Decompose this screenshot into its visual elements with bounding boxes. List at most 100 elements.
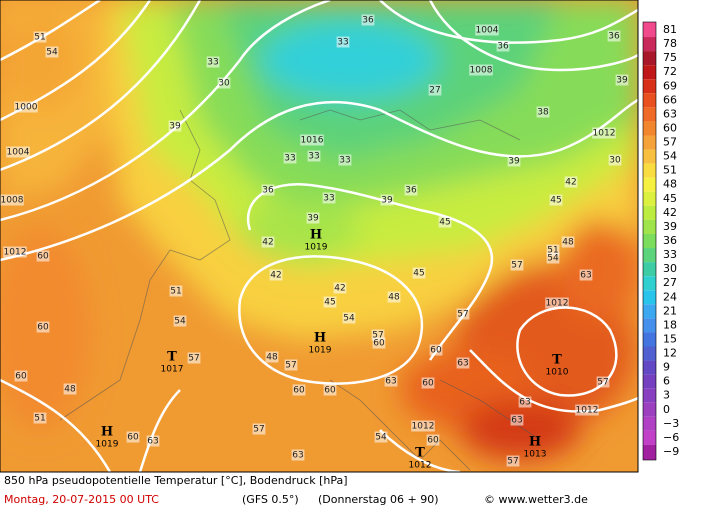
temperature-label: 54 — [547, 254, 559, 264]
temperature-label: 57 — [253, 425, 264, 435]
scale-label: 24 — [663, 290, 677, 303]
temperature-label-box — [252, 423, 266, 435]
isobar-label: 1012 — [4, 248, 27, 258]
temperature-label-box — [33, 412, 47, 424]
temperature-label-box — [173, 315, 187, 327]
temperature-label-box — [387, 291, 401, 303]
temperature-label: 39 — [616, 76, 628, 86]
temperature-label-box — [338, 154, 352, 166]
temperature-label-box — [292, 384, 306, 396]
scale-label: 27 — [663, 276, 677, 289]
scale-swatch — [643, 388, 656, 403]
scale-swatch — [643, 93, 656, 108]
temperature-label-box — [291, 449, 305, 461]
temperature-label-box — [336, 36, 350, 48]
temperature-label: 57 — [457, 310, 468, 320]
temperature-label: 30 — [609, 156, 621, 166]
temperature-label: 33 — [323, 194, 334, 204]
temperature-label-box — [269, 269, 283, 281]
temperature-label: 60 — [427, 436, 439, 446]
temperature-label-box — [456, 308, 470, 320]
temperature-label-box — [546, 252, 560, 264]
temperature-label-box — [206, 56, 220, 68]
temperature-label-box — [510, 259, 524, 271]
temperature-label: 57 — [597, 378, 608, 388]
temperature-label: 39 — [381, 196, 393, 206]
scale-label: 69 — [663, 79, 677, 92]
scale-swatch — [643, 163, 656, 178]
temperature-label: 63 — [457, 359, 468, 369]
scale-swatch — [643, 121, 656, 136]
pressure-value: 1017 — [161, 365, 184, 375]
scale-swatch — [643, 107, 656, 122]
scale-swatch — [643, 444, 656, 460]
pressure-symbol: T — [167, 350, 177, 365]
pressure-symbol: H — [529, 435, 541, 450]
scale-label: 18 — [663, 318, 677, 331]
isobar-label: 1012 — [546, 299, 569, 309]
temperature-label-box — [421, 377, 435, 389]
temperature-label: 33 — [339, 156, 350, 166]
temperature-label: 36 — [362, 16, 374, 26]
coastlines — [59, 109, 541, 471]
temperature-label-box — [615, 74, 629, 86]
scale-swatch — [643, 332, 656, 347]
temperature-label-box — [404, 184, 418, 196]
scale-swatch — [643, 360, 656, 375]
temperature-label: 36 — [262, 186, 274, 196]
temperature-label-box — [496, 40, 510, 52]
temperature-label-box — [284, 359, 298, 371]
pressure-symbol: T — [552, 353, 562, 368]
scale-label: 51 — [663, 164, 677, 177]
temperature-label-box — [456, 357, 470, 369]
scale-label: 9 — [663, 361, 670, 374]
temperature-label: 36 — [608, 32, 620, 42]
temperature-label-box — [506, 455, 520, 467]
temperature-label-box — [371, 329, 385, 341]
scale-label: 30 — [663, 262, 677, 275]
scale-swatch — [643, 219, 656, 234]
temperature-label-box — [429, 344, 443, 356]
temperature-label-box — [536, 106, 550, 118]
temperature-label: 39 — [508, 157, 520, 167]
temperature-label: 60 — [37, 323, 49, 333]
temperature-label: 60 — [422, 379, 434, 389]
temperature-label-box — [14, 370, 28, 382]
temperature-label-box — [380, 194, 394, 206]
temperature-label-box — [507, 155, 521, 167]
temperature-label: 33 — [284, 154, 295, 164]
temperature-label: 38 — [537, 108, 549, 118]
temperature-label: 36 — [497, 42, 509, 52]
temperature-label-box — [169, 285, 183, 297]
temperature-label: 57 — [285, 361, 296, 371]
temperature-label-box — [261, 236, 275, 248]
scale-swatch — [643, 79, 656, 94]
scale-label: −9 — [663, 445, 679, 458]
temperature-label: 57 — [188, 354, 199, 364]
temperature-label: 57 — [507, 457, 518, 467]
map-frame — [0, 0, 639, 473]
scale-swatch — [643, 177, 656, 192]
temperature-label-box — [168, 120, 182, 132]
scale-label: 33 — [663, 248, 677, 261]
temperature-label: 63 — [511, 416, 522, 426]
temperature-label: 48 — [388, 293, 400, 303]
scale-label: 39 — [663, 220, 677, 233]
temperature-label: 60 — [127, 433, 139, 443]
temperature-label-box — [428, 84, 442, 96]
isobar-label-box — [0, 194, 24, 206]
temperature-label: 63 — [147, 437, 158, 447]
isobar-label: 1004 — [476, 26, 499, 36]
temperature-label-box — [510, 414, 524, 426]
temperature-label-box — [333, 282, 347, 294]
isobar-label: 1012 — [576, 406, 599, 416]
scale-swatch — [643, 233, 656, 249]
temperature-label-box — [36, 321, 50, 333]
temperature-label: 63 — [519, 398, 530, 408]
temperature-label: 57 — [372, 331, 383, 341]
temperature-label-box — [607, 30, 621, 42]
pressure-value: 1010 — [546, 368, 569, 378]
temperature-label-box — [36, 250, 50, 262]
temperature-label: 42 — [270, 271, 281, 281]
